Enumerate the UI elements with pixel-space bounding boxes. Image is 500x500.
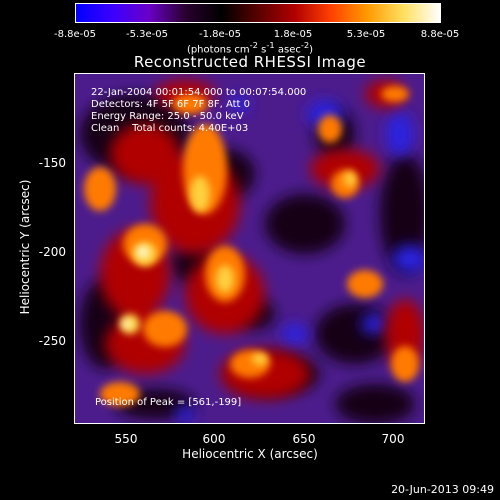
intensity-blob (216, 265, 234, 293)
intensity-blob (110, 124, 180, 184)
intensity-blob (175, 406, 195, 422)
x-tick-label: 550 (114, 432, 138, 446)
image-plot (74, 73, 425, 424)
intensity-blob (380, 154, 424, 274)
colorbar-tick: 1.8e-05 (273, 29, 313, 40)
colorbar-tick: -1.8e-05 (199, 29, 241, 40)
timestamp: 20-Jun-2013 09:49 (391, 483, 494, 496)
intensity-blob (143, 311, 187, 347)
intensity-blob (122, 320, 132, 328)
x-tick-label: 600 (202, 432, 226, 446)
intensity-blob (335, 384, 415, 423)
intensity-blob (281, 324, 309, 344)
intensity-blob (344, 171, 356, 187)
intensity-blob (318, 115, 342, 143)
map-image (75, 74, 424, 423)
intensity-blob (347, 270, 383, 298)
info-peak-position: Position of Peak = [561,-199] (95, 397, 242, 408)
intensity-blob (315, 304, 395, 364)
intensity-blob (392, 245, 424, 273)
intensity-blob (386, 112, 414, 156)
x-tick-label: 700 (381, 432, 405, 446)
intensity-blob (252, 353, 268, 365)
x-tick-label: 650 (292, 432, 316, 446)
intensity-blob (100, 382, 140, 406)
intensity-blob (361, 314, 389, 334)
intensity-blob (391, 346, 419, 382)
intensity-blob (172, 94, 208, 114)
info-energy: Energy Range: 25.0 - 50.0 keV (91, 111, 244, 122)
colorbar (75, 3, 441, 23)
x-axis-label: Heliocentric X (arcsec) (182, 447, 318, 461)
intensity-blob (381, 86, 409, 102)
info-detectors: Detectors: 4F 5F 6F 7F 8F, Att 0 (91, 99, 251, 110)
colorbar-tick: 5.3e-05 (346, 29, 386, 40)
y-axis-label: Heliocentric Y (arcsec) (18, 179, 32, 315)
info-clean: Clean Total counts: 4.40E+03 (91, 123, 249, 134)
colorbar-tick: 8.8e-05 (420, 29, 460, 40)
colorbar-tick: -5.3e-05 (126, 29, 168, 40)
intensity-blob (230, 96, 250, 112)
image-title: Reconstructed RHESSI Image (133, 53, 367, 71)
intensity-blob (137, 246, 149, 258)
y-tick-label: -200 (38, 245, 66, 259)
intensity-blob (84, 167, 116, 211)
colorbar-tick: -8.8e-05 (54, 29, 96, 40)
intensity-blob (310, 149, 380, 189)
y-tick-label: -250 (38, 334, 66, 348)
info-time-range: 22-Jan-2004 00:01:54.000 to 00:07:54.000 (91, 87, 307, 98)
white-regions (122, 246, 149, 328)
y-tick-label: -150 (38, 156, 66, 170)
intensity-blob (190, 176, 210, 212)
colorbar-units: (photons cm-2 s-1 asec-2) (186, 40, 314, 56)
intensity-blob (265, 194, 345, 254)
